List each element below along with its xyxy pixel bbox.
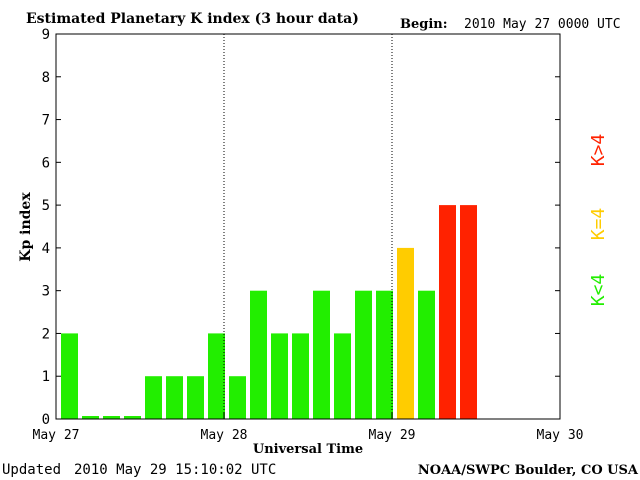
legend-below4: K<4 (588, 274, 609, 307)
kp-bar (166, 376, 183, 419)
plot-frame (55, 33, 561, 420)
kp-bar (439, 205, 456, 419)
x-tick-label: May 27 (33, 428, 80, 443)
kp-bar (334, 333, 351, 419)
begin-value: 2010 May 27 0000 UTC (464, 17, 621, 32)
kp-bar (229, 376, 246, 419)
legend-above4: K>4 (588, 134, 609, 167)
y-tick-label: 8 (42, 70, 50, 86)
kp-bar (271, 333, 288, 419)
kp-bar (61, 333, 78, 419)
kp-bar (145, 376, 162, 419)
kp-bar (355, 290, 372, 419)
y-tick-label: 7 (42, 113, 50, 129)
kp-bar (187, 376, 204, 419)
chart-title: Estimated Planetary K index (3 hour data… (26, 11, 359, 27)
y-tick-label: 9 (42, 27, 50, 43)
kp-bar (376, 290, 393, 419)
x-tick-label: May 30 (537, 428, 584, 443)
y-tick-label: 5 (42, 198, 50, 214)
updated-label: Updated (2, 462, 61, 478)
plot-area: 0 1 2 3 4 5 6 7 8 9 May 27 May 28 May 29 May 30 (33, 27, 584, 443)
kp-bar (250, 290, 267, 419)
y-tick-label: 4 (42, 241, 50, 257)
legend-eq4: K=4 (588, 208, 609, 241)
y-tick-label: 3 (42, 284, 50, 300)
x-axis-label: Universal Time (253, 442, 363, 457)
x-tick-label: May 29 (369, 428, 416, 443)
kp-bar (124, 416, 141, 419)
y-tick-label: 0 (42, 412, 50, 428)
kp-bar (313, 290, 330, 419)
kp-bar (208, 333, 225, 419)
y-tick-label: 6 (42, 155, 50, 171)
kp-bar (460, 205, 477, 419)
y-tick-label: 2 (42, 326, 50, 342)
kp-bar (103, 416, 120, 419)
kp-bar (292, 333, 309, 419)
source-credit: NOAA/SWPC Boulder, CO USA (418, 463, 639, 478)
begin-label: Begin: (400, 17, 448, 32)
kp-bar (82, 416, 99, 419)
kp-bar (397, 247, 414, 419)
kp-bar (418, 290, 435, 419)
updated-value: 2010 May 29 15:10:02 UTC (74, 462, 276, 478)
x-tick-label: May 28 (201, 428, 248, 443)
y-tick-label: 1 (42, 369, 50, 385)
y-axis-label: Kp index (18, 192, 34, 262)
